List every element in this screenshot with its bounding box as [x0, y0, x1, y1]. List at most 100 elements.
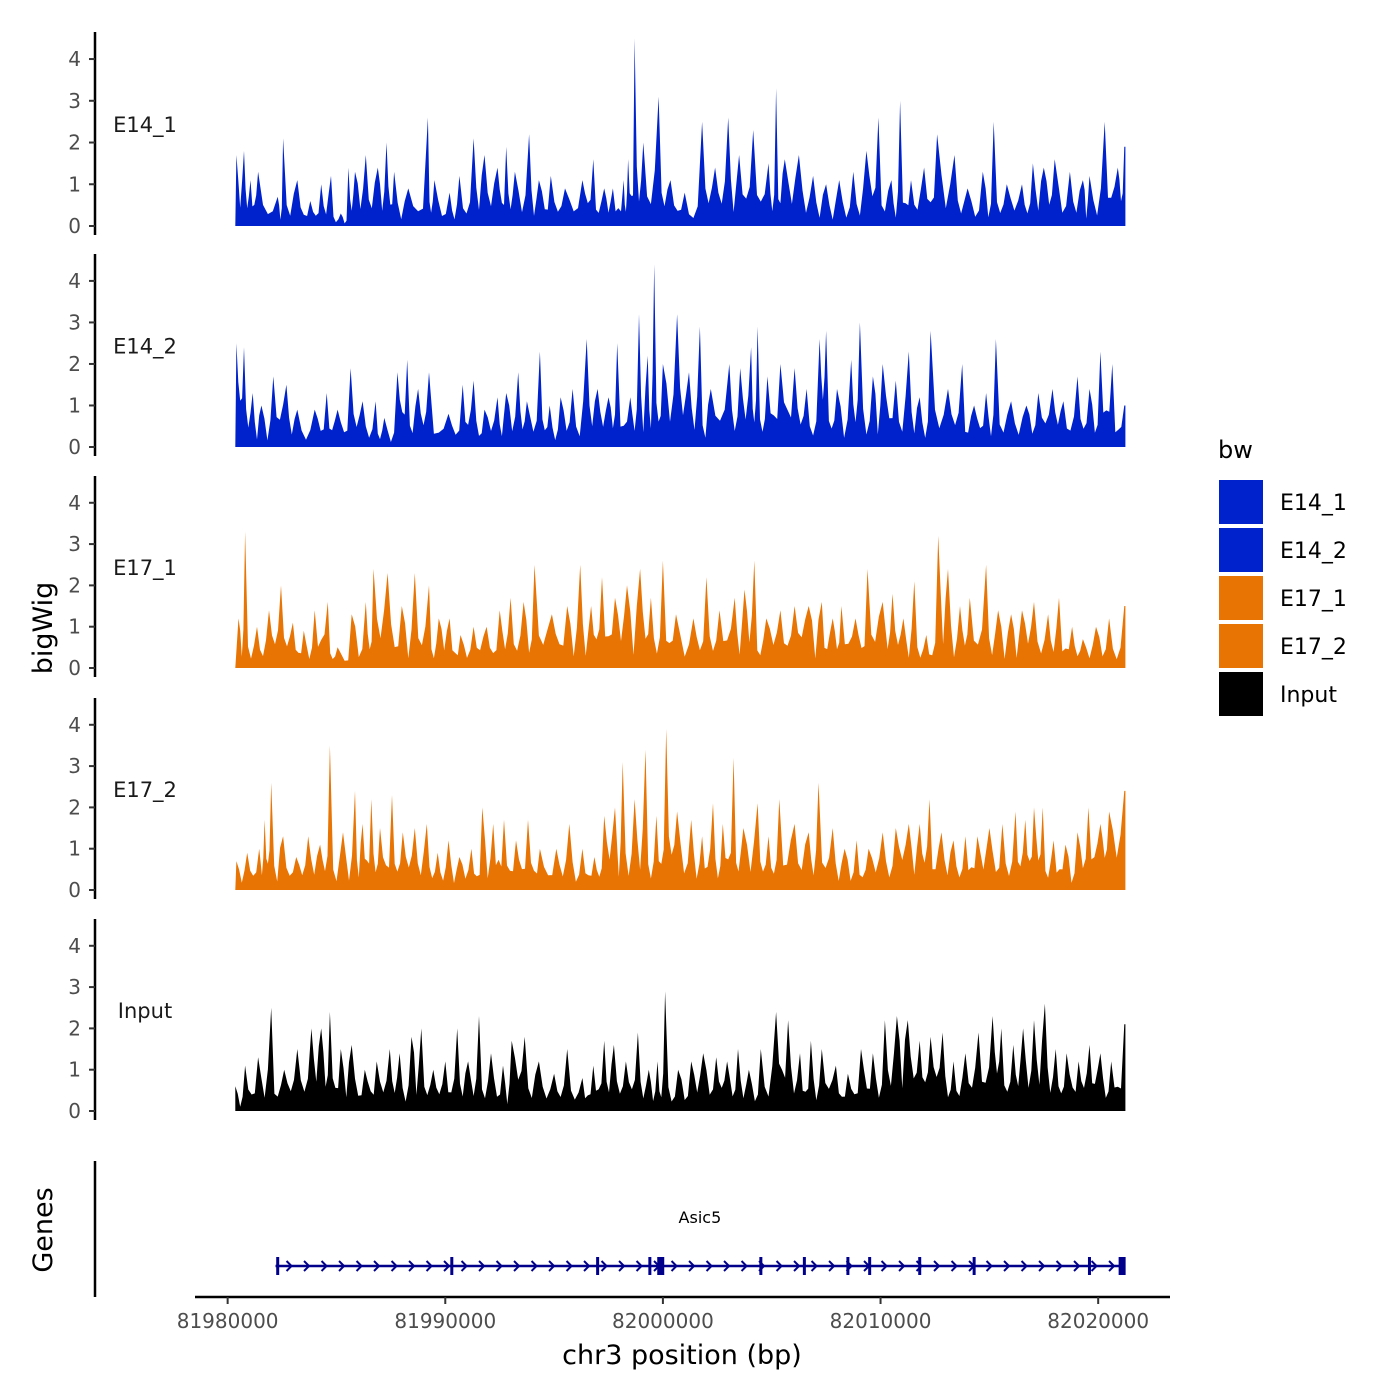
- strand-arrow: [355, 1260, 363, 1272]
- strand-arrow: [495, 1260, 503, 1272]
- strand-arrow: [810, 1260, 818, 1272]
- y-tick-label: 4: [68, 934, 81, 958]
- y-tick-label: 4: [68, 269, 81, 293]
- y-tick-label: 3: [68, 89, 81, 113]
- y-tick-label: 1: [68, 837, 81, 861]
- y-tick-label: 1: [68, 615, 81, 639]
- strand-arrow: [1038, 1260, 1046, 1272]
- legend-title: bw: [1218, 436, 1253, 464]
- strand-arrow: [320, 1260, 328, 1272]
- strand-arrow: [740, 1260, 748, 1272]
- coverage-area-E14_2: [235, 264, 1126, 447]
- exon: [648, 1257, 652, 1275]
- x-tick-label: 82010000: [830, 1309, 932, 1333]
- track-label: Input: [118, 999, 172, 1023]
- strand-arrow: [303, 1260, 311, 1272]
- exon: [868, 1257, 872, 1275]
- exon: [657, 1257, 665, 1275]
- y-tick-label: 3: [68, 975, 81, 999]
- y-tick-label: 4: [68, 491, 81, 515]
- x-tick-label: 82000000: [612, 1309, 714, 1333]
- track-E14_1: 0 1 2 3 4 E14_1: [68, 32, 1126, 238]
- exon: [759, 1257, 763, 1275]
- strand-arrow: [373, 1260, 381, 1272]
- strand-arrow: [898, 1260, 906, 1272]
- track-label: E17_2: [113, 778, 177, 803]
- x-tick-label: 82020000: [1047, 1309, 1149, 1333]
- strand-arrow: [705, 1260, 713, 1272]
- legend-key-E14_1: [1219, 480, 1263, 524]
- y-tick-label: 0: [68, 878, 81, 902]
- y-tick-label: 0: [68, 214, 81, 238]
- strand-arrow: [618, 1260, 626, 1272]
- gene-track: Asic5: [93, 1161, 1126, 1297]
- strand-arrow: [670, 1260, 678, 1272]
- strand-arrow: [425, 1260, 433, 1272]
- track-Input: 0 1 2 3 4 Input: [68, 919, 1126, 1123]
- strand-arrow: [985, 1260, 993, 1272]
- bigwig-tracks: 0 1 2 3 4 E14_1 0 1 2 3 4 E14_2 0 1 2 3 4 E17_1 0 1 2 3 4 E17_2…: [68, 32, 1126, 1123]
- strand-arrow: [600, 1260, 608, 1272]
- y-tick-label: 1: [68, 1058, 81, 1082]
- strand-arrow: [933, 1260, 941, 1272]
- x-tick-label: 81990000: [394, 1309, 496, 1333]
- coverage-area-Input: [235, 991, 1126, 1111]
- coverage-area-E17_1: [235, 531, 1126, 668]
- track-label: E14_1: [113, 113, 177, 138]
- y-tick-label: 4: [68, 713, 81, 737]
- strand-arrow: [390, 1260, 398, 1272]
- y-tick-label: 0: [68, 435, 81, 459]
- strand-arrow: [478, 1260, 486, 1272]
- exon: [846, 1257, 850, 1275]
- strand-arrow: [443, 1260, 451, 1272]
- strand-arrow: [1108, 1260, 1116, 1272]
- legend: bw E14_1 E14_2 E17_1 E17_2 Input: [1218, 436, 1347, 716]
- strand-arrow: [635, 1260, 643, 1272]
- strand-arrow: [1003, 1260, 1011, 1272]
- y-tick-label: 3: [68, 310, 81, 334]
- strand-arrow: [950, 1260, 958, 1272]
- y-tick-label: 3: [68, 532, 81, 556]
- strand-arrow: [460, 1260, 468, 1272]
- gene-track-title: Genes: [28, 1187, 59, 1272]
- exon: [450, 1257, 454, 1275]
- strand-arrow: [828, 1260, 836, 1272]
- strand-arrow: [793, 1260, 801, 1272]
- strand-arrow: [583, 1260, 591, 1272]
- legend-label: Input: [1280, 683, 1337, 708]
- y-tick-label: 0: [68, 656, 81, 680]
- strand-arrow: [408, 1260, 416, 1272]
- legend-key-E14_2: [1219, 528, 1263, 572]
- strand-arrow: [775, 1260, 783, 1272]
- y-tick-label: 0: [68, 1099, 81, 1123]
- strand-arrow: [548, 1260, 556, 1272]
- track-label: E17_1: [113, 556, 177, 581]
- strand-arrow: [513, 1260, 521, 1272]
- legend-label: E17_2: [1280, 635, 1347, 660]
- exon: [972, 1257, 976, 1275]
- legend-key-E17_1: [1219, 576, 1263, 620]
- strand-arrow: [1073, 1260, 1081, 1272]
- exon: [1118, 1257, 1126, 1275]
- strand-arrow: [285, 1260, 293, 1272]
- strand-arrow: [688, 1260, 696, 1272]
- y-tick-label: 2: [68, 1016, 81, 1040]
- strand-arrow: [1020, 1260, 1028, 1272]
- exon: [802, 1257, 806, 1275]
- track-E14_2: 0 1 2 3 4 E14_2: [68, 254, 1126, 459]
- y-tick-label: 2: [68, 573, 81, 597]
- x-axis: 81980000 81990000 82000000 82010000 82020000: [177, 1295, 1170, 1333]
- gene-name-label: Asic5: [679, 1208, 722, 1227]
- exon: [596, 1257, 600, 1275]
- strand-arrow: [880, 1260, 888, 1272]
- y-tick-label: 2: [68, 352, 81, 376]
- x-tick-label: 81980000: [177, 1309, 279, 1333]
- y-axis-title: bigWig: [28, 582, 59, 675]
- track-E17_1: 0 1 2 3 4 E17_1: [68, 476, 1126, 680]
- x-axis-title: chr3 position (bp): [562, 1340, 802, 1371]
- legend-label: E17_1: [1280, 587, 1347, 612]
- legend-label: E14_1: [1280, 491, 1347, 516]
- strand-arrow: [1055, 1260, 1063, 1272]
- y-tick-label: 1: [68, 393, 81, 417]
- strand-arrow: [1090, 1260, 1098, 1272]
